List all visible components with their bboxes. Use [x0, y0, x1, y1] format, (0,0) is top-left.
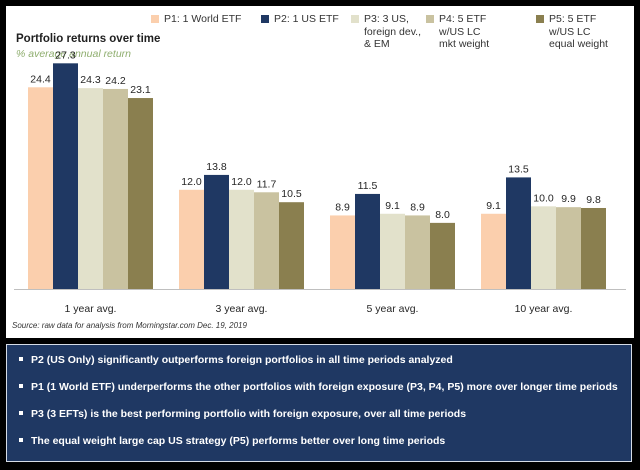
data-label-3-4: 10.0 — [533, 192, 554, 204]
key-findings-panel: P2 (US Only) significantly outperforms f… — [6, 344, 632, 462]
bar-2-1 — [53, 63, 78, 289]
data-label-1-2: 12.0 — [181, 176, 202, 188]
finding-item: P1 (1 World ETF) underperforms the other… — [19, 381, 618, 393]
legend-text: foreign dev., — [364, 25, 422, 38]
legend-text: & EM — [364, 38, 390, 50]
finding-item: The equal weight large cap US strategy (… — [19, 435, 445, 447]
bar-5-1 — [128, 98, 153, 289]
legend-text: w/US LC — [549, 25, 591, 38]
legend-text: P1: 1 World ETF — [164, 13, 242, 25]
legend-text: P4: 5 ETF — [439, 13, 487, 25]
data-label-5-4: 9.8 — [586, 194, 601, 206]
bar-5-2 — [279, 202, 304, 289]
chart-subtitle: % average annual return — [16, 48, 131, 60]
data-label-3-3: 9.1 — [385, 200, 400, 212]
legend-swatch-p1 — [151, 15, 159, 23]
data-label-1-4: 9.1 — [486, 200, 501, 212]
bullet-icon — [19, 384, 23, 389]
legend-label-p1: P1: 1 World ETF — [164, 13, 241, 26]
source-note: Source: raw data for analysis from Morni… — [12, 321, 247, 330]
finding-item: P2 (US Only) significantly outperforms f… — [19, 354, 453, 366]
legend-text: P3: 3 US, — [364, 13, 409, 25]
data-label-3-1: 24.3 — [80, 74, 101, 86]
bar-1-1 — [28, 87, 53, 289]
legend-label-p5: P5: 5 ETF w/US LC equal weight — [549, 13, 608, 51]
finding-item: P3 (3 EFTs) is the best performing portf… — [19, 408, 466, 420]
legend-label-p2: P2: 1 US ETF — [274, 13, 339, 26]
data-label-4-3: 8.9 — [410, 201, 425, 213]
bar-2-4 — [506, 177, 531, 289]
category-label-3: 5 year avg. — [367, 303, 419, 315]
data-label-2-3: 11.5 — [358, 180, 378, 192]
category-label-4: 10 year avg. — [515, 303, 573, 315]
chart-title: Portfolio returns over time — [16, 33, 161, 45]
bullet-icon — [19, 357, 23, 362]
legend-label-p4: P4: 5 ETF w/US LC mkt weight — [439, 13, 489, 51]
legend-text: P2: 1 US ETF — [274, 13, 339, 25]
data-label-4-4: 9.9 — [561, 193, 576, 205]
data-label-1-1: 24.4 — [30, 73, 51, 85]
data-label-2-1: 27.3 — [55, 49, 76, 61]
data-label-1-3: 8.9 — [335, 201, 350, 213]
data-label-3-2: 12.0 — [231, 176, 252, 188]
data-label-5-3: 8.0 — [435, 209, 450, 221]
bar-1-4 — [481, 213, 506, 289]
finding-text: P2 (US Only) significantly outperforms f… — [31, 354, 453, 366]
category-label-1: 1 year avg. — [65, 303, 117, 315]
bar-chart: 24.4 27.3 24.3 24.2 23.1 1 year avg. 12.0 13.8 1… — [14, 49, 626, 315]
data-label-2-4: 13.5 — [508, 163, 529, 175]
bar-3-4 — [531, 206, 556, 289]
bar-4-2 — [254, 192, 279, 289]
legend-label-p3: P3: 3 US, foreign dev., & EM — [364, 13, 421, 51]
legend-text: mkt weight — [439, 38, 490, 50]
bar-2-2 — [204, 174, 229, 289]
finding-text: The equal weight large cap US strategy (… — [31, 435, 446, 447]
finding-text: P3 (3 EFTs) is the best performing portf… — [31, 408, 467, 420]
data-label-5-2: 10.5 — [281, 188, 302, 200]
data-label-5-1: 23.1 — [130, 84, 151, 96]
legend-text: equal weight — [549, 38, 608, 50]
legend-text: w/US LC — [439, 25, 481, 38]
bar-4-4 — [556, 207, 581, 289]
legend-swatch-p4 — [426, 15, 434, 23]
chart-panel: Portfolio returns over time % average an… — [6, 6, 634, 338]
data-label-4-2: 11.7 — [257, 178, 277, 190]
finding-text: P1 (1 World ETF) underperforms the other… — [31, 381, 618, 393]
bar-4-1 — [103, 88, 128, 290]
bullet-icon — [19, 438, 23, 443]
data-label-4-1: 24.2 — [105, 75, 126, 87]
bar-1-2 — [179, 189, 204, 289]
bar-5-3 — [430, 222, 455, 289]
bar-2-3 — [355, 193, 380, 289]
bar-3-2 — [229, 189, 254, 289]
legend-swatch-p5 — [536, 15, 544, 23]
data-label-2-2: 13.8 — [206, 161, 227, 173]
legend-swatch-p3 — [351, 15, 359, 23]
bar-3-3 — [380, 213, 405, 289]
bar-1-3 — [330, 215, 355, 289]
bar-3-1 — [78, 88, 103, 290]
bullet-icon — [19, 411, 23, 416]
legend-swatch-p2 — [261, 15, 269, 23]
bar-5-4 — [581, 207, 606, 289]
category-label-2: 3 year avg. — [216, 303, 268, 315]
bar-4-3 — [405, 215, 430, 289]
legend-text: P5: 5 ETF — [549, 13, 597, 25]
